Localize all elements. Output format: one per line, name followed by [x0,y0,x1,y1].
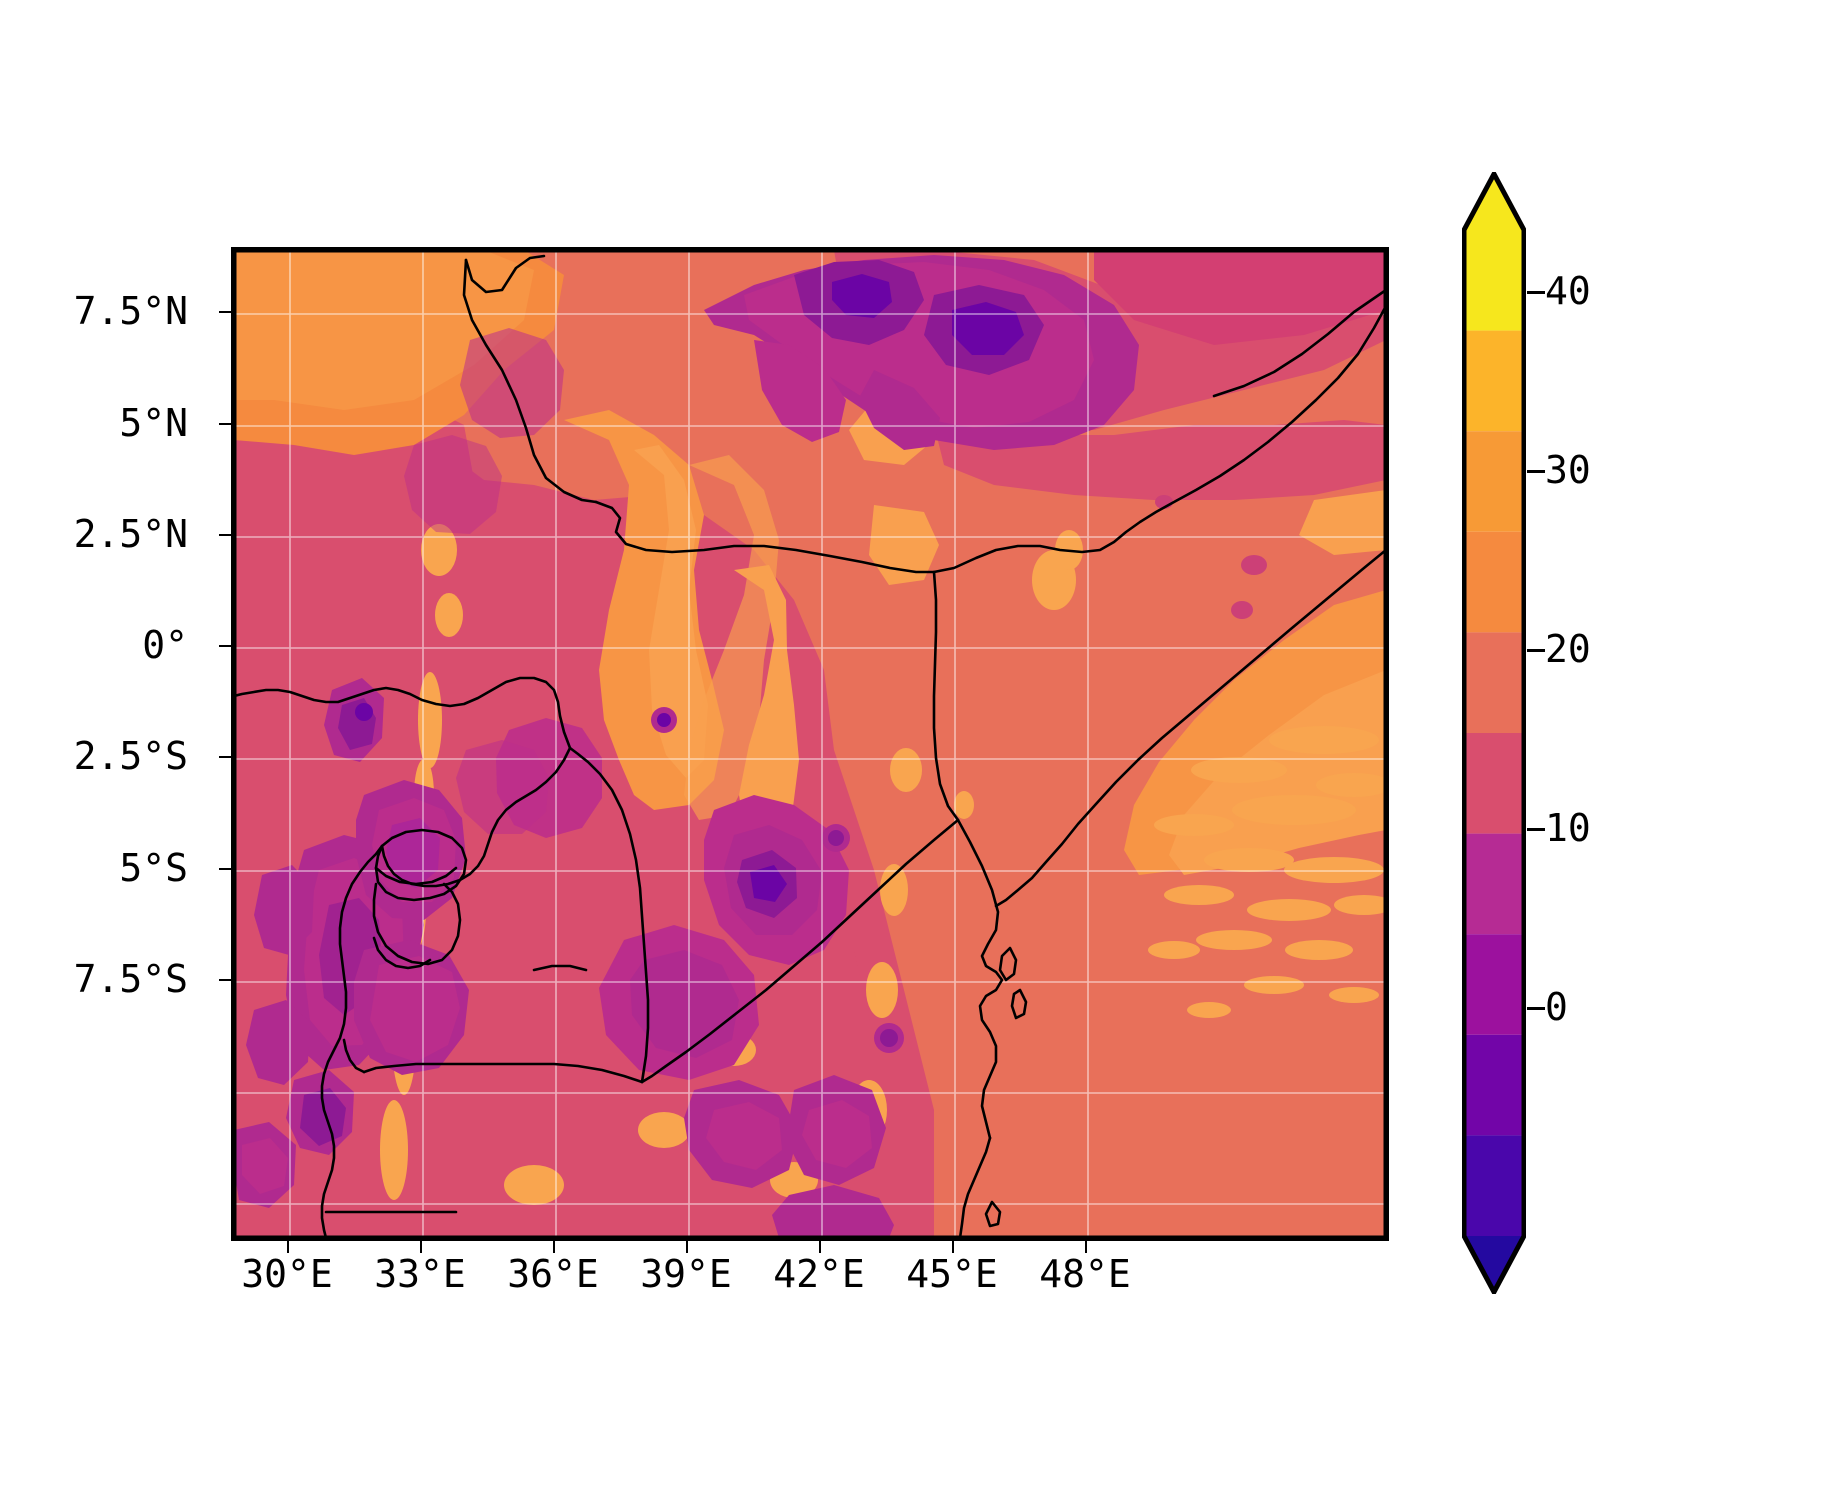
xtick-label: 42°E [773,1252,865,1296]
colorbar-tick-mark [1527,649,1545,652]
xtick-label: 45°E [906,1252,998,1296]
xtick-label: 36°E [507,1252,599,1296]
colorbar-tick-mark [1527,291,1545,294]
xtick-mark [420,1241,422,1253]
colorbar-tick-mark [1527,470,1545,473]
temperature-contour-map [234,250,1386,1238]
xtick-mark [1085,1241,1087,1253]
ytick-mark [219,311,231,313]
ytick-label: 5°N [119,401,188,445]
ytick-label: 5°S [119,846,188,890]
ytick-mark [219,534,231,536]
colorbar-tick-label: 40 [1545,269,1591,313]
colorbar-tick-label: 30 [1545,448,1591,492]
xtick-mark [952,1241,954,1253]
colorbar-tick-label: 20 [1545,627,1591,671]
ytick-label: 0° [142,623,188,667]
ytick-mark [219,423,231,425]
xtick-mark [287,1241,289,1253]
colorbar-tick-mark [1527,828,1545,831]
ytick-mark [219,868,231,870]
xtick-label: 30°E [241,1252,333,1296]
ytick-label: 2.5°N [73,512,188,556]
colorbar-tick-label: 0 [1545,985,1568,1029]
colorbar-gradient [1462,172,1526,1294]
ytick-label: 2.5°S [73,734,188,778]
ytick-label: 7.5°S [73,957,188,1001]
ytick-mark [219,756,231,758]
xtick-label: 48°E [1039,1252,1131,1296]
xtick-label: 33°E [374,1252,466,1296]
colorbar-tick-mark [1527,1007,1545,1010]
colorbar-tick-label: 10 [1545,806,1591,850]
ytick-label: 7.5°N [73,289,188,333]
xtick-mark [819,1241,821,1253]
xtick-mark [553,1241,555,1253]
xtick-mark [686,1241,688,1253]
xtick-label: 39°E [640,1252,732,1296]
ytick-mark [219,645,231,647]
colorbar [1462,172,1526,1294]
country-borders [234,254,1386,1238]
map-axes [231,247,1389,1241]
ytick-mark [219,979,231,981]
map-gridlines [234,250,1386,1238]
